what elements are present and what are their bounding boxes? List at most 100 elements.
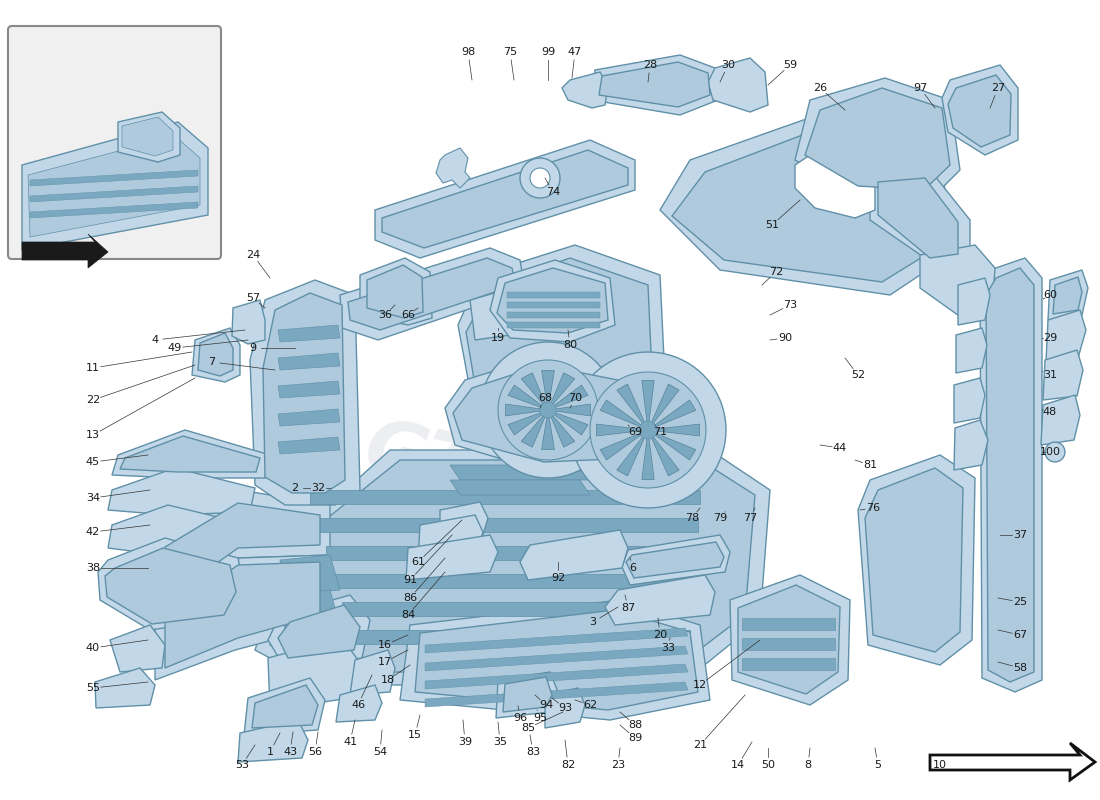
Text: 84: 84 xyxy=(400,610,415,620)
Polygon shape xyxy=(601,400,648,430)
Polygon shape xyxy=(865,468,962,652)
Text: 33: 33 xyxy=(661,643,675,653)
Polygon shape xyxy=(466,258,652,410)
Text: 47: 47 xyxy=(568,47,582,57)
Text: 53: 53 xyxy=(235,760,249,770)
Text: 77: 77 xyxy=(742,513,757,523)
Text: 89: 89 xyxy=(628,733,642,743)
Polygon shape xyxy=(453,365,666,462)
Polygon shape xyxy=(318,518,698,532)
Text: 78: 78 xyxy=(685,513,700,523)
Polygon shape xyxy=(458,245,666,420)
Text: 28: 28 xyxy=(642,60,657,70)
Polygon shape xyxy=(858,455,975,665)
Polygon shape xyxy=(508,385,548,410)
Text: 45: 45 xyxy=(86,457,100,467)
Polygon shape xyxy=(617,384,648,430)
Text: 69: 69 xyxy=(628,427,642,437)
Polygon shape xyxy=(360,258,432,325)
Polygon shape xyxy=(742,638,835,650)
Polygon shape xyxy=(980,258,1042,692)
Polygon shape xyxy=(544,688,585,728)
Polygon shape xyxy=(278,353,340,370)
Text: 29: 29 xyxy=(1043,333,1057,343)
Polygon shape xyxy=(278,325,340,342)
Text: 3: 3 xyxy=(590,617,596,627)
Text: 5: 5 xyxy=(874,760,881,770)
Text: 34: 34 xyxy=(86,493,100,503)
Polygon shape xyxy=(490,260,615,342)
Polygon shape xyxy=(382,150,628,248)
Text: 31: 31 xyxy=(1043,370,1057,380)
Polygon shape xyxy=(548,373,575,410)
Polygon shape xyxy=(232,300,265,344)
Text: 9: 9 xyxy=(250,343,256,353)
Text: 40: 40 xyxy=(86,643,100,653)
Polygon shape xyxy=(626,542,724,578)
Text: 8: 8 xyxy=(804,760,812,770)
Text: 61: 61 xyxy=(411,557,425,567)
Text: 18: 18 xyxy=(381,675,395,685)
Polygon shape xyxy=(548,410,588,435)
Polygon shape xyxy=(795,145,874,218)
Text: 90: 90 xyxy=(778,333,792,343)
Polygon shape xyxy=(600,62,710,107)
Text: 70: 70 xyxy=(568,393,582,403)
Text: 24: 24 xyxy=(246,250,260,260)
Polygon shape xyxy=(605,575,715,625)
Polygon shape xyxy=(742,658,835,670)
Text: 38: 38 xyxy=(86,563,100,573)
Polygon shape xyxy=(278,437,340,454)
Polygon shape xyxy=(496,672,558,718)
Polygon shape xyxy=(948,75,1011,147)
Polygon shape xyxy=(672,115,937,282)
Text: 96: 96 xyxy=(513,713,527,723)
Polygon shape xyxy=(617,430,648,476)
Text: 43: 43 xyxy=(283,747,297,757)
Polygon shape xyxy=(1043,350,1084,400)
Polygon shape xyxy=(268,638,358,710)
Text: 67: 67 xyxy=(1013,630,1027,640)
Polygon shape xyxy=(954,420,988,470)
Polygon shape xyxy=(641,430,654,480)
Polygon shape xyxy=(28,136,200,237)
Polygon shape xyxy=(590,372,706,488)
Text: 95: 95 xyxy=(532,713,547,723)
Polygon shape xyxy=(280,590,340,630)
Polygon shape xyxy=(238,720,308,762)
Text: 75: 75 xyxy=(503,47,517,57)
Text: GTPlanet: GTPlanet xyxy=(356,414,754,566)
Polygon shape xyxy=(375,140,635,258)
Text: 86: 86 xyxy=(403,593,417,603)
Polygon shape xyxy=(108,468,255,515)
Text: 76: 76 xyxy=(866,503,880,513)
Text: 81: 81 xyxy=(862,460,877,470)
Polygon shape xyxy=(198,333,233,376)
Polygon shape xyxy=(507,292,600,298)
Text: 72: 72 xyxy=(769,267,783,277)
Text: 97: 97 xyxy=(913,83,927,93)
Polygon shape xyxy=(95,668,155,708)
Text: 46: 46 xyxy=(351,700,365,710)
Polygon shape xyxy=(122,117,173,156)
Polygon shape xyxy=(1053,277,1082,314)
Polygon shape xyxy=(507,302,600,308)
Polygon shape xyxy=(541,410,554,450)
Polygon shape xyxy=(1041,395,1080,445)
Polygon shape xyxy=(367,265,424,318)
Polygon shape xyxy=(310,490,700,504)
Polygon shape xyxy=(425,664,688,689)
Polygon shape xyxy=(406,535,498,580)
Polygon shape xyxy=(30,202,198,218)
Text: 1: 1 xyxy=(266,747,274,757)
Text: 19: 19 xyxy=(491,333,505,343)
Polygon shape xyxy=(418,515,483,560)
Text: 73: 73 xyxy=(783,300,798,310)
Text: 79: 79 xyxy=(713,513,727,523)
Text: 93: 93 xyxy=(558,703,572,713)
Polygon shape xyxy=(621,535,730,585)
Polygon shape xyxy=(278,409,340,426)
Polygon shape xyxy=(562,72,608,108)
Polygon shape xyxy=(795,78,960,200)
Polygon shape xyxy=(120,436,260,472)
